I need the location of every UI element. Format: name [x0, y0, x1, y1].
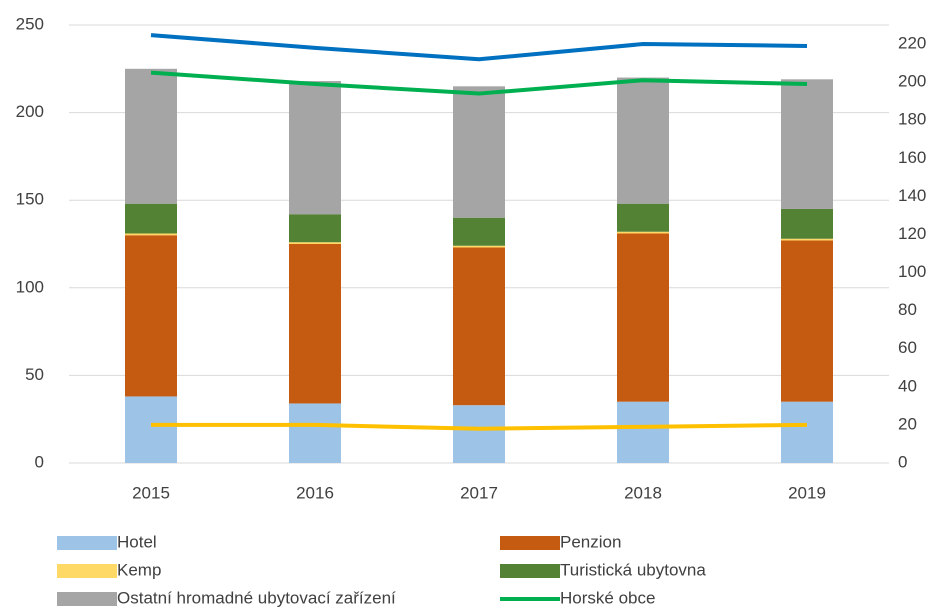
legend-swatch [57, 564, 117, 578]
line [150, 33, 808, 62]
y2-tick-label: 220 [898, 34, 926, 53]
bar-segment [289, 242, 341, 244]
x-tick-label: 2015 [132, 483, 170, 502]
legend-swatch [500, 536, 560, 550]
line [151, 422, 808, 431]
bar-segment [781, 79, 833, 209]
y-tick-label: 250 [16, 14, 44, 33]
bar-segment [125, 233, 177, 236]
legend-label: Turistická ubytovna [560, 560, 706, 579]
legend-label: Penzion [560, 532, 621, 551]
bar-segment [453, 86, 505, 218]
bar-segment [781, 208, 833, 239]
y2-tick-label: 60 [898, 338, 917, 357]
bar-segment [617, 233, 669, 402]
y2-tick-label: 40 [898, 376, 917, 395]
bar-segment [125, 396, 177, 463]
y-tick-label: 150 [16, 190, 44, 209]
y-tick-label: 50 [25, 365, 44, 384]
bar-segment [289, 244, 341, 404]
bar-segment [617, 77, 669, 204]
legend-label: Horské obce [560, 588, 655, 607]
bar-segment [289, 81, 341, 215]
x-tick-label: 2017 [460, 483, 498, 502]
y2-tick-label: 200 [898, 72, 926, 91]
legend-label: Kemp [117, 560, 161, 579]
y2-tick-label: 0 [898, 452, 907, 471]
legend-swatch [500, 564, 560, 578]
y-tick-label: 0 [35, 452, 44, 471]
bar-segment [125, 235, 177, 397]
bar-segment [617, 203, 669, 232]
bar-segment [125, 203, 177, 234]
bar-segment [289, 403, 341, 463]
bar-segment [617, 231, 669, 234]
y2-tick-label: 20 [898, 414, 917, 433]
bar-segment [453, 405, 505, 463]
line [150, 70, 808, 96]
bar-segment [781, 401, 833, 463]
bar-segment [781, 238, 833, 241]
bar-segment [453, 217, 505, 246]
y2-tick-label: 180 [898, 110, 926, 129]
x-tick-label: 2016 [296, 483, 334, 502]
legend-swatch [57, 592, 117, 606]
y2-tick-label: 160 [898, 148, 926, 167]
legend-label: Ostatní hromadné ubytovací zařízení [117, 588, 396, 607]
y2-tick-label: 80 [898, 300, 917, 319]
bar-segment [289, 214, 341, 243]
bar-segment [125, 68, 177, 204]
bar-segment [453, 245, 505, 248]
y-tick-label: 200 [16, 102, 44, 121]
y2-tick-label: 100 [898, 262, 926, 281]
bar-segment [617, 401, 669, 463]
legend-swatch [57, 536, 117, 550]
x-tick-label: 2019 [788, 483, 826, 502]
bar-segment [453, 247, 505, 406]
y2-tick-label: 120 [898, 224, 926, 243]
x-tick-label: 2018 [624, 483, 662, 502]
legend-label: Hotel [117, 532, 157, 551]
y-tick-label: 100 [16, 277, 44, 296]
y2-tick-label: 140 [898, 186, 926, 205]
bar-segment [781, 240, 833, 402]
